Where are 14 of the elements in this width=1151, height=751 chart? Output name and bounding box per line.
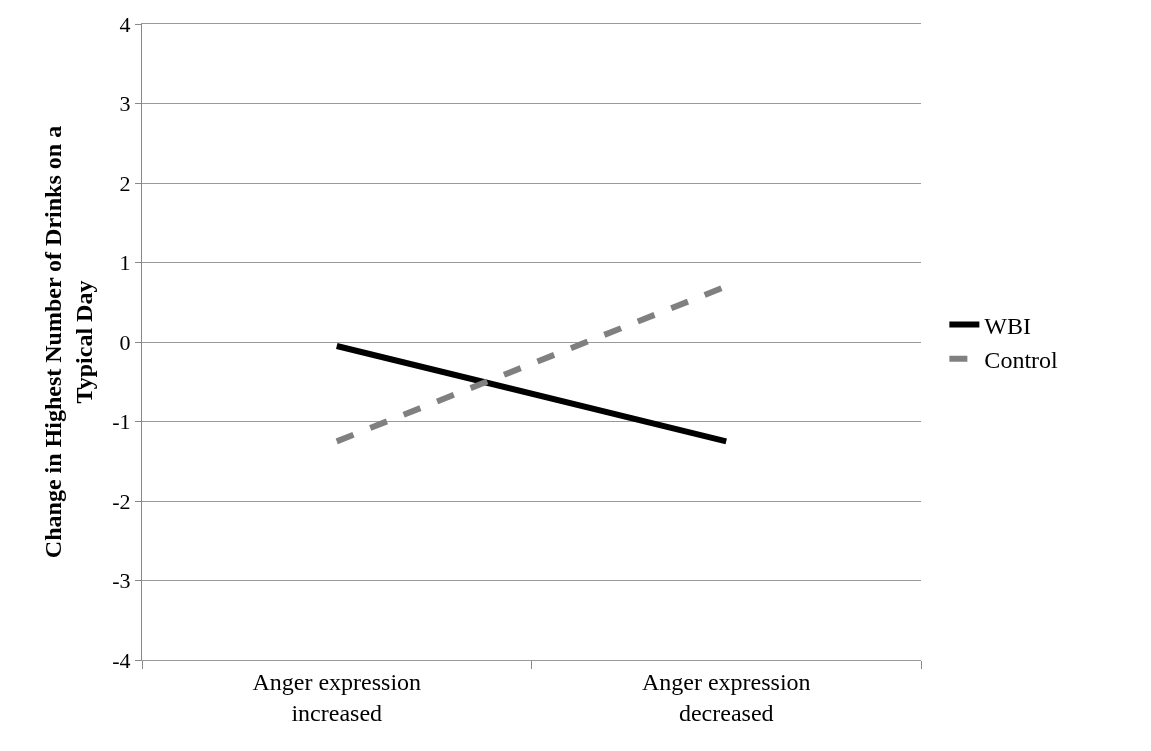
- y-tick-label: 4: [119, 11, 131, 37]
- y-tick-label: -3: [112, 568, 131, 594]
- y-axis-title: Change in Highest Number of Drinks on a Typical Day: [40, 125, 98, 559]
- y-tick-label: 2: [119, 170, 131, 196]
- y-tick-label: -2: [112, 488, 131, 514]
- legend-label: Control: [984, 347, 1059, 374]
- legend-label: WBI: [984, 312, 1032, 339]
- x-tick-label: Anger expression decreased: [641, 668, 811, 726]
- y-tick-label: -1: [112, 409, 131, 435]
- y-tick-label: 0: [119, 329, 131, 355]
- x-tick-label: Anger expression increased: [252, 668, 422, 726]
- y-tick-label: -4: [112, 647, 131, 673]
- y-tick-label: 3: [119, 91, 131, 117]
- y-tick-label: 1: [119, 250, 131, 276]
